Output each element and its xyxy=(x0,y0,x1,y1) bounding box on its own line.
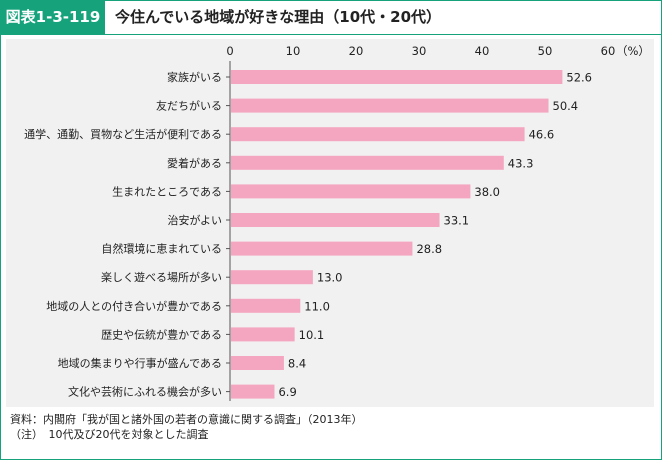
data-label: 46.6 xyxy=(529,128,555,142)
bar xyxy=(231,98,549,113)
bar xyxy=(231,213,440,227)
category-label: 友だちがいる xyxy=(156,99,222,113)
data-label: 13.0 xyxy=(317,271,343,285)
x-tick-label: 0 xyxy=(226,44,233,58)
bar xyxy=(231,384,275,399)
category-label: 通学、通勤、買物など生活が便利である xyxy=(24,127,222,141)
category-label: 文化や芸術にふれる機会が多い xyxy=(68,385,222,399)
bar xyxy=(231,70,563,84)
data-label: 38.0 xyxy=(474,185,500,199)
data-label: 28.8 xyxy=(416,242,442,256)
bar xyxy=(231,356,284,370)
bar xyxy=(231,298,301,313)
bar xyxy=(231,184,471,199)
data-label: 8.4 xyxy=(288,357,306,371)
category-label: 愛着がある xyxy=(167,156,222,170)
figure-label: 図表1-3-119 xyxy=(1,1,105,34)
data-label: 52.6 xyxy=(566,71,592,85)
source-note: 資料：内閣府「我が国と諸外国の若者の意識に関する調査」（2013年） xyxy=(10,413,363,426)
category-label: 家族がいる xyxy=(167,70,222,84)
data-label: 6.9 xyxy=(278,385,296,399)
category-label: 治安がよい xyxy=(168,213,222,227)
data-label: 33.1 xyxy=(444,214,470,228)
data-label: 43.3 xyxy=(508,156,534,170)
category-label: 自然環境に恵まれている xyxy=(101,242,222,256)
bar xyxy=(231,327,295,342)
data-label: 11.0 xyxy=(304,299,330,313)
x-unit-label: （%） xyxy=(616,44,650,58)
category-label: 地域の人との付き合いが豊かである xyxy=(46,299,222,313)
category-label: 楽しく遊べる場所が多い xyxy=(101,270,222,284)
notes: 資料：内閣府「我が国と諸外国の若者の意識に関する調査」（2013年） （注） 1… xyxy=(10,412,650,442)
chart-panel: 0 10 20 30 40 50 60 （%） 家族がいる 52.6 友だちがいる 50.4 通学、通勤… xyxy=(6,39,654,407)
x-tick-label: 10 xyxy=(286,44,301,58)
data-label: 50.4 xyxy=(553,99,579,113)
figure-title: 今住んでいる地域が好きな理由（10代・20代） xyxy=(115,8,442,26)
bar xyxy=(231,270,313,285)
x-tick-label: 40 xyxy=(475,44,490,58)
category-label: 歴史や伝統が豊かである xyxy=(101,327,222,341)
data-label: 10.1 xyxy=(299,328,325,342)
bar-chart: 0 10 20 30 40 50 60 （%） 家族がいる 52.6 友だちがいる 50.4 通学、通勤… xyxy=(24,44,650,401)
category-label: 生まれたところである xyxy=(112,184,222,198)
bar xyxy=(231,127,525,142)
x-tick-label: 20 xyxy=(349,44,364,58)
category-label: 地域の集まりや行事が盛んである xyxy=(58,356,222,370)
bar xyxy=(231,241,413,256)
bar xyxy=(231,155,504,170)
x-tick-label: 60 xyxy=(601,44,616,58)
figure-header: 図表1-3-119 今住んでいる地域が好きな理由（10代・20代） xyxy=(1,1,661,35)
x-tick-label: 30 xyxy=(412,44,427,58)
x-tick-label: 50 xyxy=(538,44,553,58)
footnote: （注） 10代及び20代を対象とした調査 xyxy=(10,428,209,441)
